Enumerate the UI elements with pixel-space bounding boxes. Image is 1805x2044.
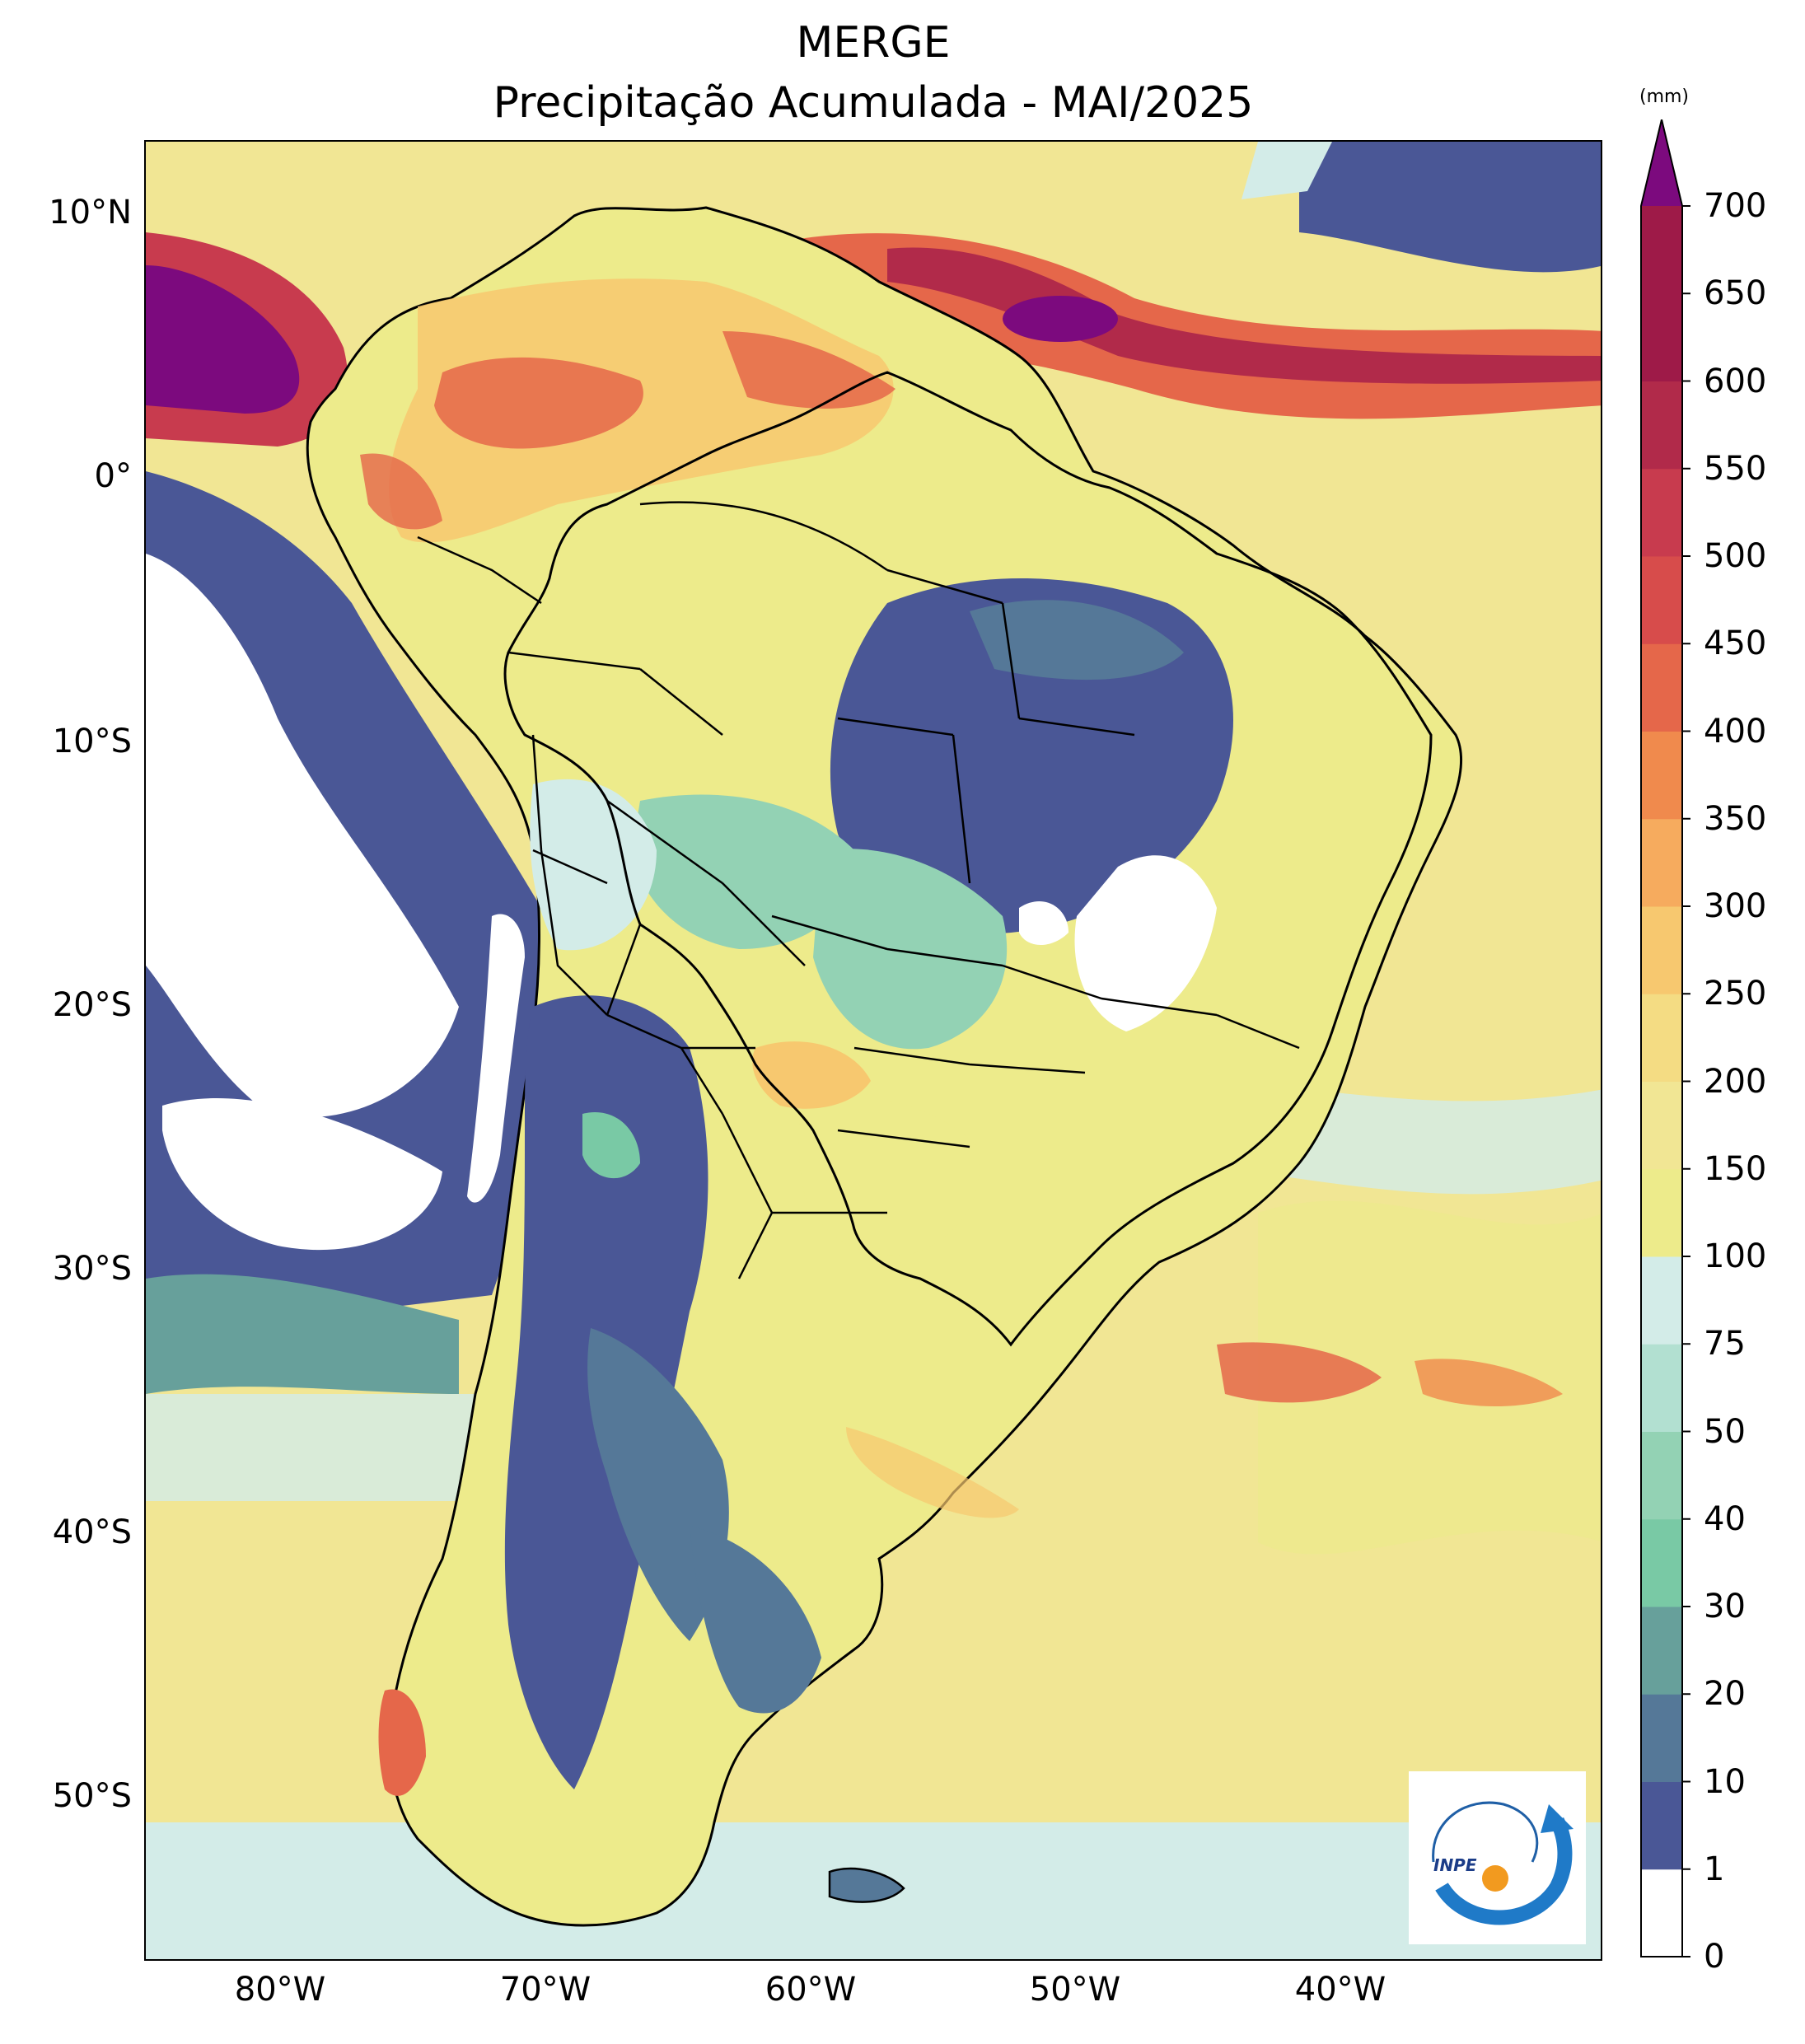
lon-tick-70w: 70°W: [499, 1971, 592, 2009]
colorbar-tick-label: 450: [1704, 624, 1767, 663]
colorbar-tick-label: 500: [1704, 537, 1767, 575]
colorbar-unit: (mm): [1639, 87, 1690, 107]
colorbar-bin: [1641, 1168, 1682, 1257]
inpe-logo-text: INPE: [1433, 1855, 1477, 1875]
colorbar-tick-label: 75: [1704, 1325, 1746, 1363]
colorbar-bin: [1641, 1518, 1682, 1607]
colorbar-tick-label: 0: [1704, 1938, 1725, 1976]
colorbar-bin: [1641, 1694, 1682, 1782]
colorbar-tick-label: 600: [1704, 362, 1767, 400]
colorbar-tick-label: 30: [1704, 1588, 1746, 1625]
lat-tick-30s: 30°S: [52, 1250, 132, 1288]
colorbar-tick-label: 50: [1704, 1412, 1746, 1451]
lat-tick-20s: 20°S: [52, 986, 132, 1024]
colorbar-bin: [1641, 818, 1682, 907]
falkland-islands: [828, 1867, 905, 1903]
colorbar-bin: [1641, 556, 1682, 644]
colorbar-tick-label: 150: [1704, 1149, 1767, 1188]
map-title: MERGE: [796, 18, 951, 68]
lon-tick-50w: 50°W: [1029, 1971, 1121, 2009]
colorbar-bin: [1641, 994, 1682, 1082]
lat-tick-50s: 50°S: [52, 1777, 132, 1815]
colorbar-bin: [1641, 381, 1682, 470]
colorbar-tick-label: 40: [1704, 1499, 1746, 1538]
state-borders: [507, 501, 1300, 1214]
colorbar-bin: [1641, 1256, 1682, 1345]
inpe-logo-graphic: [1432, 1801, 1574, 1925]
colorbar-overflow-arrow: [1641, 119, 1682, 206]
colorbar-bin: [1641, 906, 1682, 994]
lat-tick-10n: 10°N: [49, 194, 132, 232]
colorbar-bin: [1641, 1431, 1682, 1520]
colorbar-tick-label: 350: [1704, 799, 1767, 838]
colorbar-tick-label: 250: [1704, 975, 1767, 1013]
colorbar-tick-label: 400: [1704, 712, 1767, 751]
brazil-border: [503, 371, 1433, 1347]
colorbar-bin: [1641, 1781, 1682, 1870]
colorbar-bin: [1641, 1607, 1682, 1695]
colorbar-bin: [1641, 1869, 1682, 1957]
inpe-logo: INPE: [1409, 1771, 1586, 1944]
colorbar-bin: [1641, 468, 1682, 557]
colorbar-tick-label: 300: [1704, 887, 1767, 925]
colorbar-bin: [1641, 206, 1682, 294]
lon-tick-60w: 60°W: [765, 1971, 857, 2009]
colorbar-bin: [1641, 1081, 1682, 1170]
lon-tick-80w: 80°W: [234, 1971, 326, 2009]
colorbar-tick-label: 100: [1704, 1237, 1767, 1275]
colorbar-tick-label: 1: [1704, 1850, 1725, 1888]
lat-tick-10s: 10°S: [52, 723, 132, 760]
colorbar-tick-label: 10: [1704, 1762, 1746, 1801]
lat-tick-0: 0°: [94, 457, 132, 495]
colorbar-bin: [1641, 643, 1682, 732]
colorbar-bin: [1641, 731, 1682, 820]
lon-tick-40w: 40°W: [1294, 1971, 1386, 2009]
colorbar-tick-label: 700: [1704, 187, 1767, 225]
colorbar-tick-label: 650: [1704, 274, 1767, 313]
precipitation-map: [146, 142, 1601, 1959]
lat-tick-40s: 40°S: [52, 1513, 132, 1551]
colorbar: [1640, 119, 1690, 1957]
colorbar-tick-label: 550: [1704, 449, 1767, 488]
colorbar-tick-label: 20: [1704, 1675, 1746, 1714]
country-borders: [417, 536, 774, 1279]
colorbar-bin: [1641, 1344, 1682, 1432]
colorbar-tick-label: 200: [1704, 1062, 1767, 1101]
colorbar-bin: [1641, 293, 1682, 381]
map-subtitle: Precipitação Acumulada - MAI/2025: [493, 78, 1254, 128]
map-panel: [144, 140, 1602, 1961]
